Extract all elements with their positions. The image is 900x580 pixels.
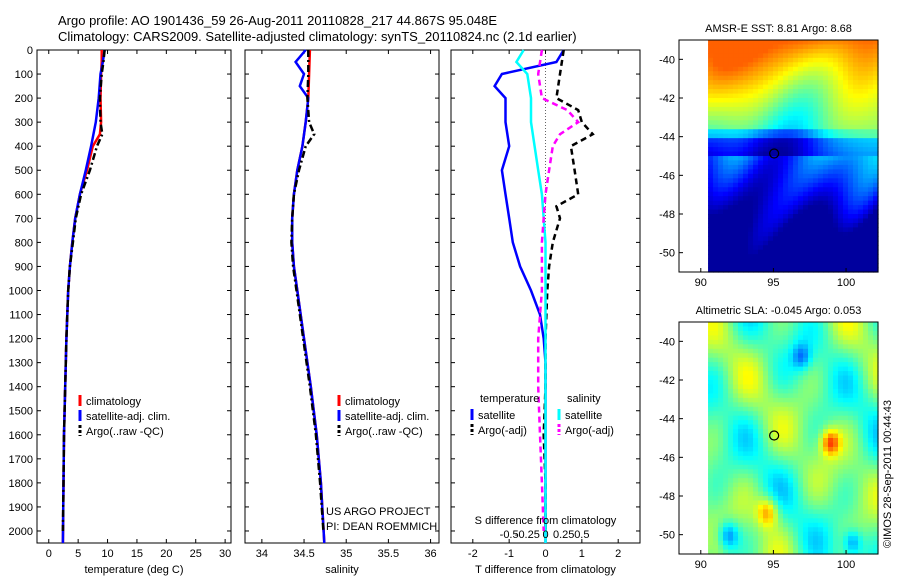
- map-border: [678, 321, 879, 555]
- map-x-tick-label: 100: [837, 559, 855, 571]
- y-tick-label: 200: [15, 93, 33, 105]
- legend-label: climatology: [86, 396, 142, 408]
- y-tick-label: 100: [15, 69, 33, 81]
- x-axis-label: temperature (deg C): [84, 564, 183, 576]
- legend-label: climatology: [345, 396, 401, 408]
- legend-heading: temperature: [480, 393, 539, 405]
- plot-frame-temperature: [36, 49, 232, 544]
- map-y-tick-label: -50: [659, 248, 675, 260]
- map-y-tick-label: -46: [659, 452, 675, 464]
- y-tick-label: 800: [15, 237, 33, 249]
- series-line-argo-raw-qc-: [61, 49, 106, 532]
- title-line-2: Climatology: CARS2009. Satellite-adjuste…: [58, 29, 577, 44]
- x-tick-label: 35.5: [378, 548, 399, 560]
- x-tick-label: -1: [504, 548, 514, 560]
- y-tick-label: 1100: [9, 310, 33, 322]
- map-title: AMSR-E SST: 8.81 Argo: 8.68: [705, 23, 852, 35]
- y-tick-label: 900: [15, 261, 33, 273]
- x-tick-label: 5: [75, 548, 81, 560]
- map-field: [708, 40, 879, 273]
- map-x-tick-label: 90: [695, 559, 707, 571]
- y-tick-label: 1500: [9, 406, 33, 418]
- top-x-tick-label: -0.25: [515, 529, 540, 541]
- x-tick-label: 36: [424, 548, 436, 560]
- top-x-tick-label: -0.5: [500, 529, 519, 541]
- pi-credit: PI: DEAN ROEMMICH: [326, 521, 437, 533]
- y-tick-label: 1300: [9, 358, 33, 370]
- x-tick-label: 35: [340, 548, 352, 560]
- top-x-axis-label: S difference from climatology: [475, 515, 617, 527]
- x-tick-label: 1: [579, 548, 585, 560]
- y-tick-label: 600: [15, 189, 33, 201]
- legend-label: satellite: [478, 410, 515, 422]
- imos-stamp: ©IMOS 28-Sep-2011 00:44:43: [882, 400, 894, 548]
- y-tick-label: 1000: [9, 285, 33, 297]
- map-y-tick-label: -42: [659, 93, 675, 105]
- map-field: [708, 322, 879, 555]
- legend-label: Argo(..raw -QC): [345, 426, 423, 438]
- series-line-argo-raw-qc-: [290, 50, 325, 532]
- top-x-tick-label: 0: [542, 529, 548, 541]
- x-axis-label: T difference from climatology: [475, 564, 616, 576]
- y-tick-label: 1800: [9, 478, 33, 490]
- x-tick-label: 15: [131, 548, 143, 560]
- y-tick-label: 1200: [9, 334, 33, 346]
- x-tick-label: 10: [101, 548, 113, 560]
- map-x-tick-label: 95: [767, 277, 779, 289]
- project-credit: US ARGO PROJECT: [326, 506, 431, 518]
- y-tick-label: 1400: [9, 382, 33, 394]
- map-y-tick-label: -42: [659, 375, 675, 387]
- map-y-tick-label: -40: [659, 54, 675, 66]
- y-tick-label: 1700: [9, 454, 33, 466]
- x-tick-label: 0: [46, 548, 52, 560]
- map-y-tick-label: -48: [659, 209, 675, 221]
- argo-position-marker: [769, 430, 780, 441]
- y-tick-label: 0: [27, 45, 33, 57]
- legend-label: satellite-adj. clim.: [345, 411, 429, 423]
- x-tick-label: 30: [219, 548, 231, 560]
- map-x-tick-label: 95: [767, 559, 779, 571]
- series-line-satellite: [514, 49, 547, 543]
- x-axis-label: salinity: [325, 564, 359, 576]
- legend-label: Argo(-adj): [565, 425, 614, 437]
- y-tick-label: 500: [15, 165, 33, 177]
- x-tick-label: 34: [256, 548, 268, 560]
- legend-label: Argo(..raw -QC): [86, 426, 164, 438]
- title-line-1: Argo profile: AO 1901436_59 26-Aug-2011 …: [58, 13, 497, 28]
- y-tick-label: 700: [15, 213, 33, 225]
- map-y-tick-label: -48: [659, 491, 675, 503]
- series-line-argo-adj-: [536, 49, 581, 532]
- y-tick-label: 2000: [9, 526, 33, 538]
- legend-label: Argo(-adj): [478, 425, 527, 437]
- top-x-tick-label: 0.25: [553, 529, 574, 541]
- x-tick-label: -2: [468, 548, 478, 560]
- plot-frame-salinity: [244, 49, 440, 544]
- map-y-tick-label: -50: [659, 530, 675, 542]
- x-tick-label: 25: [190, 548, 202, 560]
- map-title: Altimetric SLA: -0.045 Argo: 0.053: [696, 305, 862, 317]
- map-x-tick-label: 100: [837, 277, 855, 289]
- y-tick-label: 300: [15, 117, 33, 129]
- y-tick-label: 400: [15, 141, 33, 153]
- y-tick-label: 1900: [9, 502, 33, 514]
- map-x-tick-label: 90: [695, 277, 707, 289]
- map-y-tick-label: -40: [659, 336, 675, 348]
- map-y-tick-label: -44: [659, 132, 675, 144]
- y-tick-label: 1600: [9, 430, 33, 442]
- x-tick-label: 2: [615, 548, 621, 560]
- map-y-tick-label: -44: [659, 414, 675, 426]
- top-x-tick-label: 0.5: [574, 529, 589, 541]
- x-tick-label: 34.5: [293, 548, 314, 560]
- x-tick-label: 20: [160, 548, 172, 560]
- map-border: [678, 39, 879, 273]
- map-y-tick-label: -46: [659, 170, 675, 182]
- x-tick-label: 0: [542, 548, 548, 560]
- argo-position-marker: [769, 148, 780, 159]
- legend-label: satellite: [565, 410, 602, 422]
- legend-heading: salinity: [567, 393, 601, 405]
- legend-label: satellite-adj. clim.: [86, 411, 170, 423]
